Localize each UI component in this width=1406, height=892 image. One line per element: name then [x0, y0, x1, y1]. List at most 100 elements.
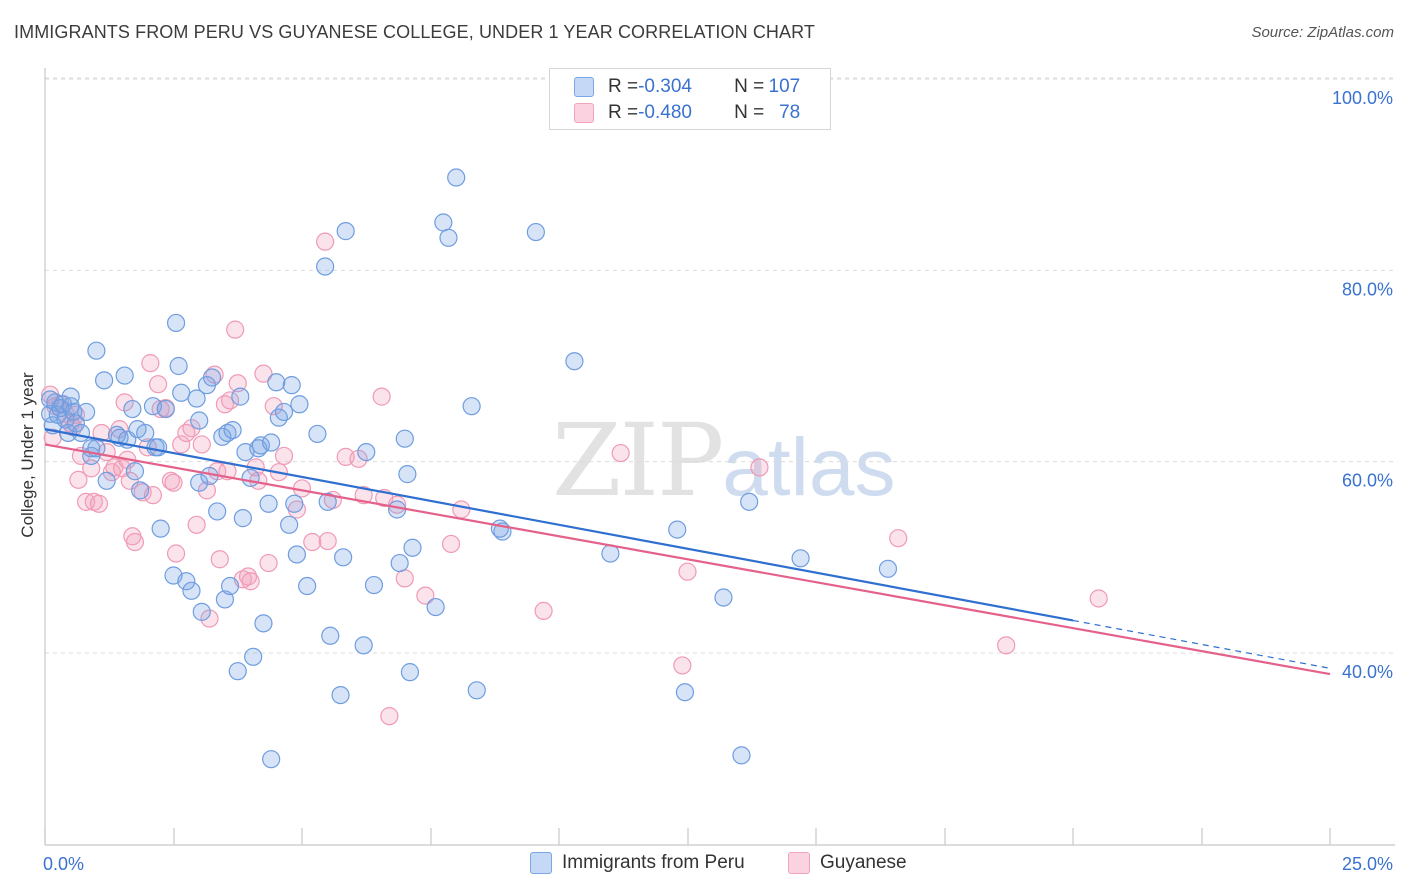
- point-peru: [215, 590, 234, 609]
- point-guyanese: [259, 553, 278, 573]
- legend-swatch-peru: [574, 77, 594, 97]
- point-peru: [172, 383, 191, 402]
- legend-row-peru: R = -0.304 N = 107: [574, 75, 800, 99]
- point-guyanese: [380, 707, 399, 726]
- point-peru: [136, 423, 155, 443]
- point-peru: [166, 313, 186, 333]
- legend-n-label: N =: [734, 102, 765, 123]
- legend-swatch-guyanese: [574, 103, 594, 123]
- point-peru: [398, 465, 417, 484]
- point-peru: [740, 492, 759, 511]
- point-peru: [77, 402, 96, 422]
- point-guyanese: [187, 515, 206, 534]
- point-guyanese: [303, 532, 322, 552]
- point-peru: [298, 576, 317, 596]
- x-tick-label-end: 25.0%: [1342, 854, 1393, 874]
- point-guyanese: [416, 586, 435, 605]
- point-peru: [231, 387, 250, 406]
- point-peru: [177, 572, 196, 591]
- point-peru: [331, 685, 350, 705]
- point-peru: [447, 168, 466, 187]
- point-guyanese: [210, 550, 229, 569]
- trend-line-peru: [44, 428, 1074, 622]
- point-guyanese: [82, 459, 101, 478]
- point-guyanese: [452, 500, 471, 519]
- point-peru: [565, 352, 584, 371]
- point-peru: [336, 222, 355, 241]
- point-peru: [426, 597, 445, 617]
- bottom-legend-label-guyanese: Guyanese: [820, 852, 907, 873]
- legend-r-label: R =: [608, 102, 639, 123]
- point-peru: [878, 559, 898, 578]
- axes: [44, 68, 1395, 846]
- point-peru: [190, 411, 209, 430]
- point-guyanese: [274, 446, 294, 466]
- point-peru: [251, 436, 270, 455]
- point-peru: [169, 356, 188, 376]
- point-peru: [125, 462, 145, 481]
- point-peru: [434, 213, 453, 232]
- point-peru: [61, 387, 80, 406]
- point-guyanese: [395, 569, 414, 588]
- point-peru: [151, 519, 170, 538]
- point-peru: [467, 681, 486, 700]
- point-peru: [791, 549, 810, 568]
- chart-title: IMMIGRANTS FROM PERU VS GUYANESE COLLEGE…: [14, 22, 816, 42]
- point-guyanese: [238, 567, 258, 586]
- point-peru: [318, 492, 337, 511]
- point-peru: [357, 443, 376, 462]
- trend-line-peru-extension: [1072, 619, 1331, 669]
- point-peru: [395, 429, 414, 448]
- point-guyanese: [673, 656, 692, 675]
- grid: [45, 77, 1395, 654]
- legend-row-guyanese: R = -0.480 N = 78: [574, 101, 800, 125]
- series-peru: [41, 168, 898, 769]
- point-guyanese: [678, 562, 697, 581]
- point-guyanese: [534, 601, 553, 621]
- point-peru: [290, 395, 309, 414]
- point-peru: [200, 466, 219, 486]
- point-peru: [202, 368, 222, 387]
- bottom-legend-guyanese: Guyanese: [788, 852, 907, 874]
- point-peru: [95, 371, 114, 390]
- point-peru: [241, 468, 260, 488]
- point-peru: [208, 502, 227, 521]
- point-peru: [439, 228, 458, 247]
- point-peru: [262, 433, 281, 452]
- bottom-legend-swatch-peru: [530, 852, 552, 874]
- point-guyanese: [166, 544, 186, 563]
- y-axis-label: College, Under 1 year: [18, 372, 37, 538]
- legend-r-value: -0.304: [638, 76, 692, 97]
- point-guyanese: [161, 471, 181, 490]
- point-peru: [148, 438, 168, 457]
- point-guyanese: [241, 572, 260, 591]
- point-guyanese: [441, 534, 461, 554]
- point-peru: [364, 575, 384, 595]
- point-peru: [244, 647, 263, 666]
- bottom-legend-label-peru: Immigrants from Peru: [562, 852, 745, 873]
- point-peru: [233, 509, 252, 528]
- y-tick-label: 40.0%: [1342, 662, 1393, 682]
- point-peru: [192, 602, 211, 621]
- point-peru: [97, 471, 116, 490]
- point-peru: [390, 553, 409, 573]
- legend-n-value: 107: [768, 76, 801, 97]
- point-guyanese: [1089, 589, 1108, 608]
- point-peru: [87, 341, 106, 360]
- point-peru: [274, 402, 294, 422]
- point-guyanese: [889, 529, 908, 548]
- point-peru: [123, 399, 142, 419]
- y-tick-label: 100.0%: [1332, 88, 1393, 108]
- trend-line-guyanese: [44, 443, 1331, 676]
- point-peru: [220, 576, 240, 596]
- point-peru: [218, 423, 237, 443]
- legend-n-value: 78: [779, 102, 801, 123]
- point-guyanese: [192, 435, 211, 454]
- point-guyanese: [254, 364, 273, 383]
- point-peru: [321, 626, 340, 645]
- x-tick-label-start: 0.0%: [43, 854, 84, 874]
- point-peru: [190, 473, 209, 492]
- y-tick-label: 80.0%: [1342, 279, 1393, 299]
- point-peru: [287, 545, 306, 564]
- point-peru: [714, 588, 733, 607]
